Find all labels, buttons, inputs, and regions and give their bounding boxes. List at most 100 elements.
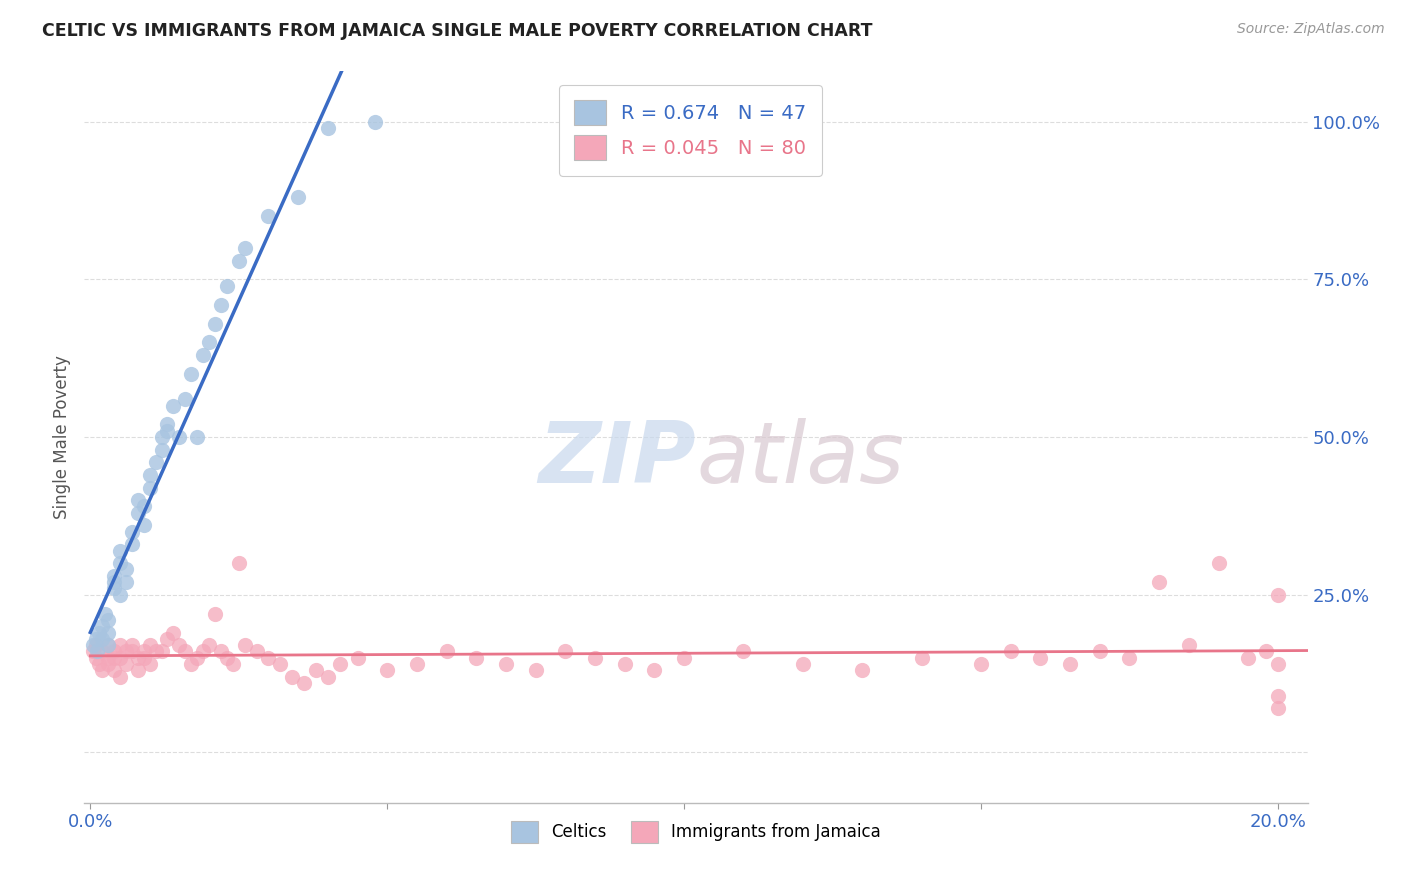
Point [257, 210, 280, 224]
Text: CELTIC VS IMMIGRANTS FROM JAMAICA SINGLE MALE POVERTY CORRELATION CHART: CELTIC VS IMMIGRANTS FROM JAMAICA SINGLE… [42, 22, 873, 40]
Point [733, 644, 755, 658]
Point [215, 278, 238, 293]
Point [91, 664, 114, 678]
Point [132, 518, 155, 533]
Point [583, 650, 606, 665]
Point [316, 121, 339, 136]
Point [145, 455, 167, 469]
Point [103, 575, 125, 590]
Point [228, 556, 250, 570]
Point [186, 650, 208, 665]
Point [121, 638, 143, 652]
Point [97, 657, 120, 671]
Point [375, 664, 398, 678]
Point [84, 632, 107, 646]
Point [108, 588, 131, 602]
Point [180, 657, 202, 671]
Point [1118, 650, 1140, 665]
Point [91, 632, 114, 646]
Point [316, 670, 339, 684]
Point [138, 657, 160, 671]
Point [84, 638, 107, 652]
Point [228, 253, 250, 268]
Point [132, 650, 155, 665]
Point [97, 638, 120, 652]
Point [138, 481, 160, 495]
Point [162, 399, 184, 413]
Point [150, 430, 173, 444]
Point [1254, 644, 1277, 658]
Point [465, 650, 488, 665]
Point [108, 556, 131, 570]
Point [495, 657, 517, 671]
Point [127, 664, 149, 678]
Point [115, 657, 138, 671]
Point [910, 650, 932, 665]
Text: Source: ZipAtlas.com: Source: ZipAtlas.com [1237, 22, 1385, 37]
Point [156, 417, 179, 432]
Point [89, 625, 111, 640]
Point [233, 638, 256, 652]
Point [209, 298, 232, 312]
Point [174, 392, 197, 407]
Point [115, 562, 138, 576]
Point [127, 506, 149, 520]
Point [169, 638, 191, 652]
Point [97, 638, 120, 652]
Point [89, 657, 111, 671]
Point [138, 467, 160, 482]
Text: atlas: atlas [696, 417, 904, 500]
Point [215, 650, 238, 665]
Point [209, 644, 232, 658]
Point [1237, 650, 1260, 665]
Point [1267, 588, 1289, 602]
Point [233, 241, 256, 255]
Point [108, 543, 131, 558]
Point [406, 657, 429, 671]
Point [97, 625, 120, 640]
Point [346, 650, 368, 665]
Point [108, 638, 131, 652]
Point [191, 644, 214, 658]
Point [86, 644, 108, 658]
Point [524, 664, 547, 678]
Point [156, 424, 179, 438]
Point [150, 442, 173, 457]
Point [121, 524, 143, 539]
Point [97, 613, 120, 627]
Point [245, 644, 267, 658]
Legend: Celtics, Immigrants from Jamaica: Celtics, Immigrants from Jamaica [505, 814, 887, 849]
Point [1059, 657, 1081, 671]
Point [643, 664, 665, 678]
Point [970, 657, 993, 671]
Point [174, 644, 197, 658]
Point [1088, 644, 1111, 658]
Point [198, 638, 221, 652]
Point [1029, 650, 1052, 665]
Point [329, 657, 352, 671]
Point [82, 644, 104, 658]
Point [156, 632, 179, 646]
Point [91, 619, 114, 633]
Point [269, 657, 291, 671]
Point [91, 644, 114, 658]
Point [97, 650, 120, 665]
Point [103, 664, 125, 678]
Point [257, 650, 280, 665]
Point [292, 676, 315, 690]
Point [436, 644, 458, 658]
Point [132, 500, 155, 514]
Point [138, 638, 160, 652]
Point [82, 638, 104, 652]
Point [281, 670, 304, 684]
Point [180, 367, 202, 381]
Point [1208, 556, 1230, 570]
Point [145, 644, 167, 658]
Point [1267, 701, 1289, 715]
Point [222, 657, 245, 671]
Point [150, 644, 173, 658]
Point [186, 430, 208, 444]
Point [1267, 657, 1289, 671]
Point [169, 430, 191, 444]
Point [127, 493, 149, 508]
